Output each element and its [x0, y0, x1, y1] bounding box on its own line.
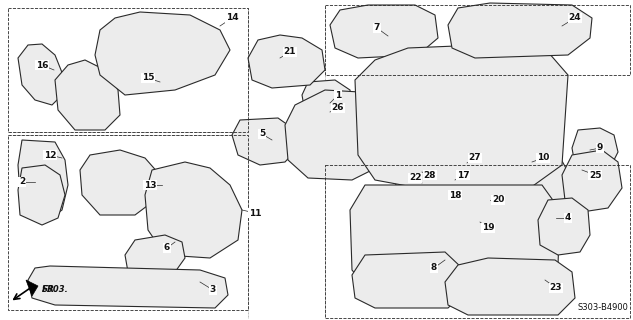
Polygon shape: [450, 144, 488, 178]
Polygon shape: [572, 128, 618, 172]
Text: 14: 14: [226, 13, 238, 22]
Polygon shape: [125, 235, 185, 278]
Polygon shape: [145, 162, 242, 258]
Polygon shape: [18, 140, 68, 220]
Text: 4: 4: [565, 213, 571, 222]
Polygon shape: [80, 150, 160, 215]
Text: 24: 24: [568, 13, 581, 22]
Text: 11: 11: [249, 209, 261, 218]
Text: S303-B4900: S303-B4900: [577, 303, 628, 312]
Text: 21: 21: [284, 47, 296, 57]
Polygon shape: [498, 138, 568, 218]
Polygon shape: [538, 198, 590, 255]
Text: 22: 22: [409, 173, 421, 182]
Polygon shape: [350, 185, 560, 295]
Bar: [325, 165, 630, 318]
Polygon shape: [95, 12, 230, 95]
Text: S303.: S303.: [42, 285, 69, 294]
Text: 13: 13: [144, 180, 156, 189]
Polygon shape: [26, 280, 38, 296]
Bar: [8, 8, 248, 132]
Polygon shape: [232, 118, 298, 165]
Polygon shape: [355, 45, 568, 192]
Polygon shape: [330, 5, 438, 58]
Polygon shape: [18, 165, 65, 225]
Polygon shape: [458, 174, 538, 238]
Polygon shape: [445, 198, 528, 278]
Polygon shape: [448, 3, 592, 58]
Text: 7: 7: [374, 23, 380, 33]
Bar: [8, 135, 248, 310]
Text: 25: 25: [589, 171, 601, 180]
Polygon shape: [445, 258, 575, 315]
Text: 18: 18: [449, 190, 461, 199]
Polygon shape: [434, 180, 476, 218]
Text: 27: 27: [468, 154, 481, 163]
Text: 23: 23: [549, 284, 562, 292]
Polygon shape: [562, 150, 622, 212]
Polygon shape: [352, 252, 465, 308]
Polygon shape: [438, 158, 480, 196]
Text: 16: 16: [35, 60, 48, 69]
Text: 26: 26: [332, 103, 344, 113]
Polygon shape: [394, 160, 436, 198]
Polygon shape: [28, 266, 228, 308]
Polygon shape: [408, 144, 448, 178]
Text: 15: 15: [142, 74, 154, 83]
Text: FR.: FR.: [42, 285, 58, 294]
Polygon shape: [248, 35, 325, 88]
Text: 10: 10: [537, 154, 549, 163]
Polygon shape: [18, 44, 65, 105]
Text: 17: 17: [456, 171, 469, 180]
Polygon shape: [314, 103, 352, 134]
Text: 9: 9: [597, 143, 603, 153]
Polygon shape: [285, 90, 395, 180]
Text: 3: 3: [210, 285, 216, 294]
Text: 5: 5: [259, 130, 265, 139]
Text: 20: 20: [492, 196, 505, 204]
Text: 28: 28: [423, 171, 436, 180]
Polygon shape: [302, 80, 352, 120]
Text: 12: 12: [44, 150, 56, 159]
Text: 8: 8: [431, 263, 437, 273]
Bar: [325, 5, 630, 75]
Text: 6: 6: [164, 244, 170, 252]
Text: 19: 19: [482, 223, 494, 233]
Text: 1: 1: [335, 91, 341, 100]
Polygon shape: [55, 60, 120, 130]
Text: 2: 2: [19, 178, 25, 187]
